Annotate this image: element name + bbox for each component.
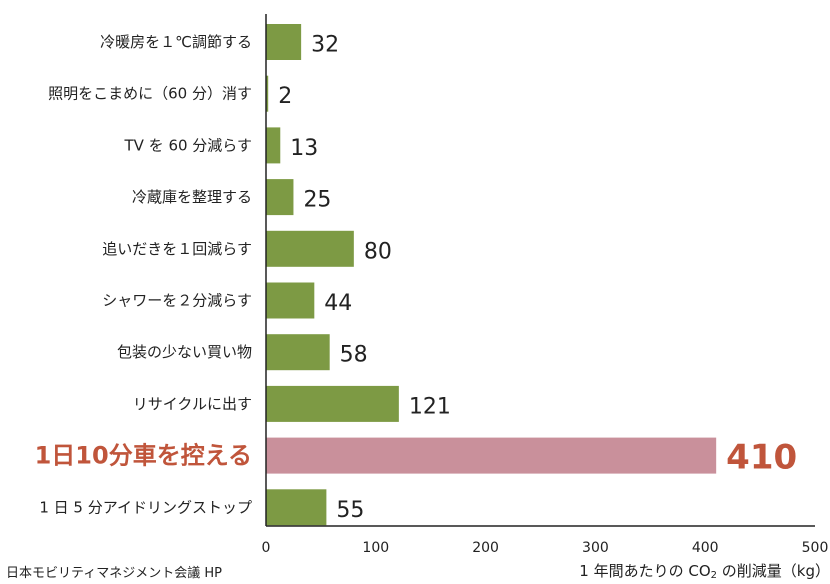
- category-label-1: 照明をこまめに（60 分）消す: [48, 85, 252, 103]
- bar-0: [266, 24, 302, 60]
- value-label-3: 25: [303, 188, 331, 213]
- bar-9: [266, 489, 327, 526]
- category-label-7: リサイクルに出す: [133, 395, 252, 413]
- x-tick-label-3: 300: [582, 540, 609, 556]
- category-label-6: 包装の少ない買い物: [117, 343, 252, 361]
- bar-4: [266, 230, 354, 267]
- value-label-5: 44: [324, 291, 352, 316]
- category-label-9: 1 日 5 分アイドリングストップ: [39, 498, 252, 516]
- x-axis-title: 1 年間あたりの CO2 の削減量（kg）: [579, 560, 830, 581]
- value-label-0: 32: [311, 33, 339, 58]
- bar-2: [266, 127, 281, 164]
- value-label-8: 410: [726, 438, 797, 478]
- value-label-7: 121: [409, 394, 451, 419]
- bar-1: [266, 75, 269, 112]
- value-label-4: 80: [364, 239, 392, 264]
- x-tick-label-0: 0: [262, 540, 271, 556]
- source-credit: 日本モビリティマネジメント会議 HP: [6, 566, 222, 581]
- category-label-3: 冷蔵庫を整理する: [132, 188, 252, 206]
- category-label-0: 冷暖房を１℃調節する: [100, 33, 252, 51]
- x-axis-title-subscript: 2: [710, 570, 718, 581]
- x-tick-label-4: 400: [692, 540, 719, 556]
- x-tick-label-5: 500: [802, 540, 829, 556]
- value-label-1: 2: [278, 84, 292, 109]
- bar-7: [266, 385, 399, 422]
- bar-8: [266, 437, 717, 474]
- category-label-5: シャワーを２分減らす: [102, 292, 252, 310]
- x-tick-label-2: 200: [472, 540, 499, 556]
- category-label-2: TV を 60 分減らす: [123, 136, 252, 154]
- bar-6: [266, 334, 330, 371]
- x-axis-title-part2: の削減量（kg）: [717, 562, 830, 580]
- value-label-6: 58: [340, 343, 368, 368]
- value-label-9: 55: [336, 498, 364, 523]
- x-tick-label-1: 100: [362, 540, 389, 556]
- x-axis-title-part1: 1 年間あたりの CO: [579, 562, 711, 580]
- category-label-8: 1日10分車を控える: [35, 442, 252, 470]
- value-label-2: 13: [290, 136, 318, 161]
- bar-5: [266, 282, 315, 319]
- category-label-4: 追いだきを１回減らす: [102, 240, 252, 258]
- bar-3: [266, 179, 294, 216]
